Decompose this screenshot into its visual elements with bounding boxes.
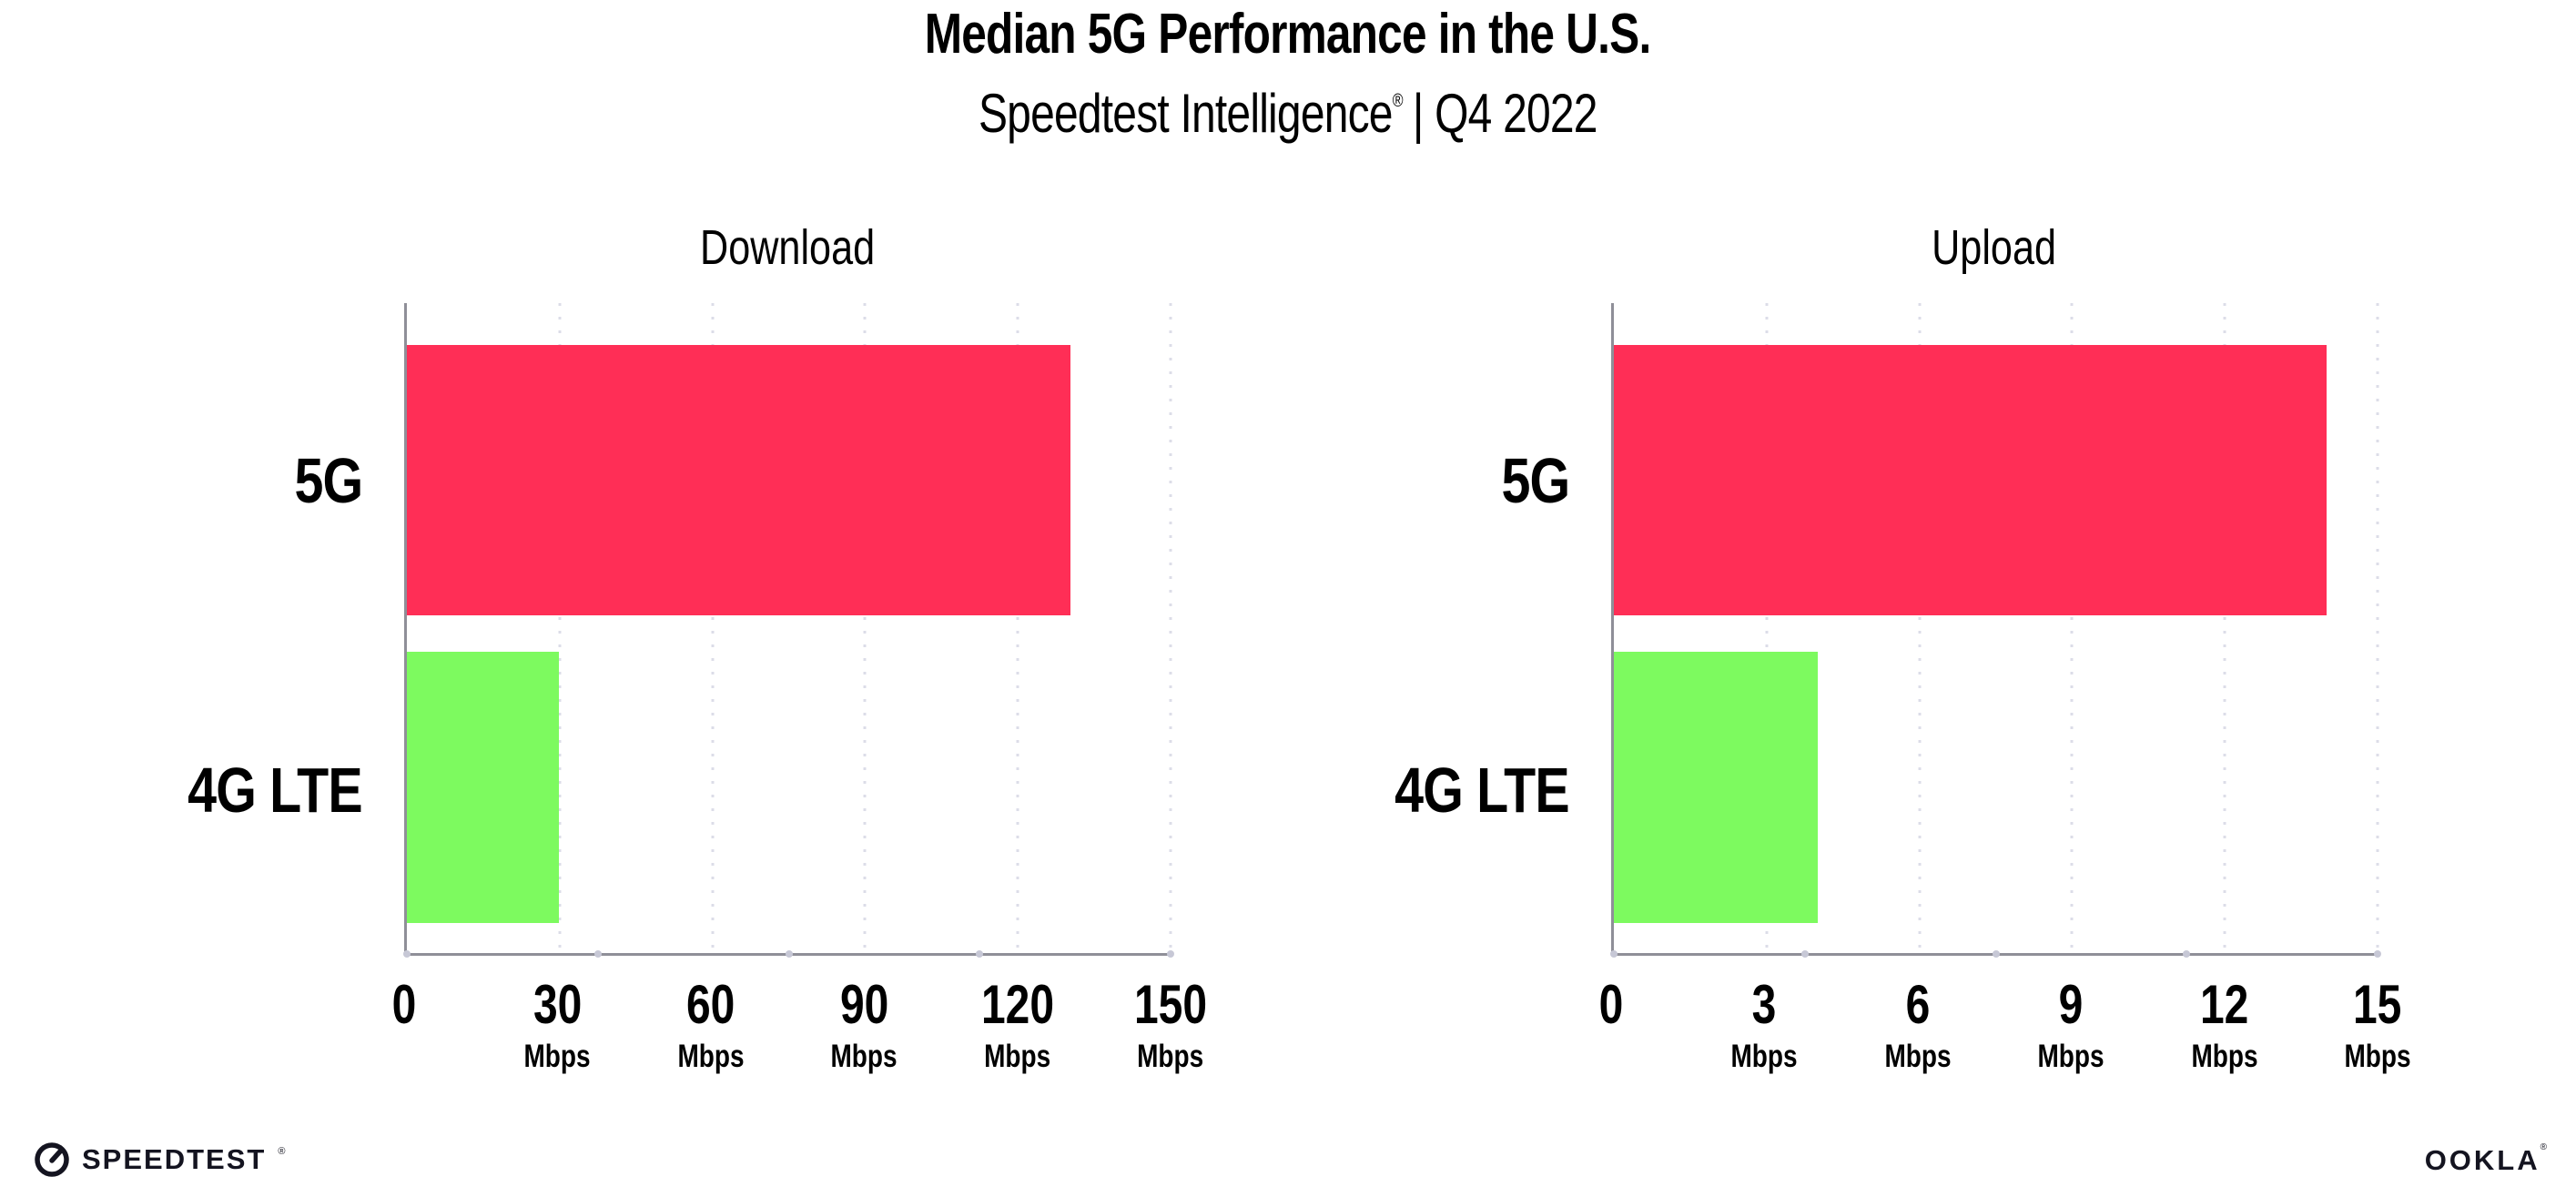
download-chart: Download 5G 4G LTE 0 30 Mbps 60 Mbps 90 Mbps 120… (188, 220, 1207, 1074)
upload-bar-5g (1614, 344, 2328, 616)
download-xtick-90: 90 Mbps (822, 978, 905, 1075)
download-xtick-value-60: 60 (686, 974, 735, 1035)
upload-ylabels: 5G 4G LTE (1394, 303, 2378, 956)
download-bar-4g-lte (407, 652, 559, 924)
upload-gridline-12 (2223, 303, 2226, 953)
download-ylabel-text: 4G LTE (188, 754, 363, 826)
speedtest-gauge-icon (35, 1142, 69, 1177)
download-xtick-150: 150 Mbps (1125, 978, 1216, 1075)
download-bar-5g (407, 344, 1071, 616)
speedtest-wordmark: SPEEDTEST (82, 1143, 267, 1175)
upload-gridline-6 (1918, 303, 1922, 953)
upload-chart-title: Upload (1611, 219, 2378, 276)
ookla-logo: OOKLA ® (2424, 1142, 2547, 1177)
upload-spine-dot (1610, 950, 1618, 958)
upload-plot-area (1610, 303, 2381, 958)
download-xtick-60: 60 Mbps (669, 978, 752, 1075)
page-subtitle: Speedtest Intelligence® | Q4 2022 (0, 82, 2576, 145)
upload-xtick-value-9: 9 (2058, 974, 2084, 1035)
speedtest-registered-mark: ® (278, 1146, 286, 1157)
download-xtick-unit-60: Mbps (677, 1039, 745, 1074)
upload-xtick-value-0: 0 (1598, 974, 1624, 1035)
upload-bar-4g-lte (1614, 652, 1818, 924)
download-chart-title-text: Download (699, 220, 876, 275)
download-spine-dot (593, 950, 602, 958)
upload-xticks: 0 3 Mbps 6 Mbps 9 Mbps 12 Mbps 15 Mbps (1599, 303, 2411, 1074)
upload-gridlines (1614, 303, 2379, 953)
download-xtick-unit-90: Mbps (830, 1039, 898, 1074)
download-gridline-150 (1169, 303, 1172, 953)
upload-ylabel-text: 5G (1501, 445, 1570, 517)
download-xtick-unit-150: Mbps (1137, 1039, 1204, 1074)
upload-xtick-value-12: 12 (2199, 974, 2249, 1035)
download-xtick-unit-30: Mbps (523, 1039, 591, 1074)
upload-chart: Upload 5G 4G LTE 0 3 Mbps 6 Mbps 9 Mbps 12 Mbps 15… (1394, 220, 2411, 1074)
upload-xtick-unit-15: Mbps (2344, 1039, 2411, 1074)
upload-gridline-3 (1765, 303, 1769, 953)
download-chart-title: Download (404, 219, 1171, 276)
upload-xtick-value-15: 15 (2353, 974, 2402, 1035)
upload-spine-dot (1800, 950, 1809, 958)
download-xtick-value-150: 150 (1133, 974, 1208, 1035)
upload-xtick-6: 6 Mbps (1876, 978, 1959, 1075)
page-title: Median 5G Performance in the U.S. (0, 2, 2576, 66)
upload-xtick-value-3: 3 (1752, 974, 1777, 1035)
page-title-text: Median 5G Performance in the U.S. (925, 3, 1652, 66)
download-spine-dot (976, 950, 984, 958)
subtitle-period: | Q4 2022 (1413, 83, 1598, 144)
download-ylabels: 5G 4G LTE (188, 303, 1171, 956)
download-gridline-90 (863, 303, 867, 953)
download-ylabel-text: 5G (294, 445, 363, 517)
upload-xtick-0: 0 (1596, 978, 1626, 1032)
download-gridline-60 (711, 303, 715, 953)
subtitle-registered-mark: ® (1392, 91, 1404, 111)
download-plot-area (403, 303, 1174, 958)
download-ylabel-5g: 5G (279, 444, 363, 517)
download-xtick-unit-120: Mbps (984, 1039, 1051, 1074)
download-xtick-30: 30 Mbps (516, 978, 599, 1075)
download-gridline-30 (558, 303, 562, 953)
upload-ylabel-4g-lte: 4G LTE (1356, 754, 1570, 827)
download-xtick-0: 0 (389, 978, 419, 1032)
download-bars (407, 303, 1171, 953)
upload-bars (1614, 303, 2378, 953)
upload-ylabel-5g: 5G (1486, 444, 1570, 517)
download-spine-dot (1167, 950, 1174, 958)
upload-spine-dot (2374, 950, 2381, 958)
download-gridlines (407, 303, 1172, 953)
upload-gridline-9 (2070, 303, 2074, 953)
download-ylabel-4g-lte: 4G LTE (149, 754, 363, 827)
ookla-wordmark: OOKLA (2424, 1144, 2541, 1176)
subtitle-brand: Speedtest Intelligence (979, 83, 1394, 144)
upload-axis-dots (1610, 303, 2381, 958)
upload-xtick-value-6: 6 (1905, 974, 1931, 1035)
upload-ylabel-text: 4G LTE (1394, 754, 1570, 826)
upload-xtick-9: 9 Mbps (2029, 978, 2112, 1075)
upload-xtick-unit-12: Mbps (2191, 1039, 2258, 1074)
upload-gridline-15 (2376, 303, 2379, 953)
download-axis-dots (403, 303, 1174, 958)
download-gridline-120 (1016, 303, 1019, 953)
download-xticks: 0 30 Mbps 60 Mbps 90 Mbps 120 Mbps 150 Mbps (392, 303, 1207, 1074)
upload-xtick-unit-6: Mbps (1884, 1039, 1952, 1074)
upload-chart-title-text: Upload (1932, 220, 2057, 275)
download-xtick-120: 120 Mbps (972, 978, 1063, 1075)
page-subtitle-text: Speedtest Intelligence® | Q4 2022 (979, 82, 1598, 145)
upload-xtick-15: 15 Mbps (2336, 978, 2419, 1075)
download-xtick-value-0: 0 (391, 974, 417, 1035)
download-xtick-value-30: 30 (532, 974, 583, 1035)
upload-xtick-12: 12 Mbps (2183, 978, 2266, 1075)
upload-xtick-3: 3 Mbps (1723, 978, 1806, 1075)
upload-spine-dot (1992, 950, 2000, 958)
speedtest-logo: SPEEDTEST ® (33, 1141, 286, 1179)
download-spine-dot (785, 950, 793, 958)
download-xtick-value-120: 120 (980, 974, 1054, 1035)
upload-xtick-unit-9: Mbps (2037, 1039, 2104, 1074)
download-spine-dot (403, 950, 411, 958)
ookla-registered-mark: ® (2540, 1142, 2547, 1152)
upload-spine-dot (2183, 950, 2191, 958)
download-xtick-value-90: 90 (839, 974, 888, 1035)
upload-xtick-unit-3: Mbps (1730, 1039, 1798, 1074)
